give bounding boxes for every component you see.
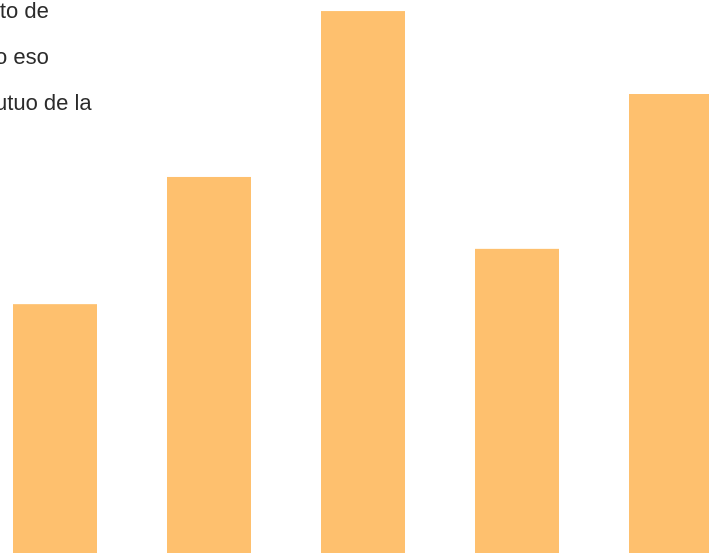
bar-5 <box>629 94 709 553</box>
paragraph-line-3: utuo de la <box>0 90 92 115</box>
bar-3 <box>321 11 405 553</box>
paragraph-line-2: o eso <box>0 44 49 69</box>
partial-paragraph: ito de o eso utuo de la <box>0 0 160 126</box>
paragraph-line-1: ito de <box>0 0 49 23</box>
bar-1 <box>13 304 97 553</box>
bar-2 <box>167 176 251 553</box>
bar-4 <box>475 248 559 553</box>
